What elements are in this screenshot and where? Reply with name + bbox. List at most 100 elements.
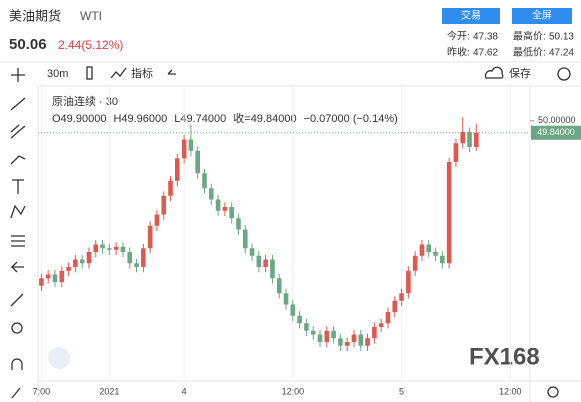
change: 2.44(5.12%) <box>58 38 123 52</box>
candle-body <box>433 252 438 256</box>
candle-body <box>79 259 85 264</box>
stat-label: 最高价: <box>513 30 546 43</box>
candle-body <box>283 293 289 305</box>
title: 美油期货 <box>9 8 61 23</box>
fullscreen-button[interactable] <box>512 8 572 24</box>
candle-body <box>460 132 466 144</box>
save[interactable]: 保存 <box>509 66 531 80</box>
candle-body <box>161 195 167 215</box>
symbol: WTI <box>80 9 102 23</box>
price: 50.06 <box>9 36 47 53</box>
candle-body <box>406 270 411 294</box>
candle-body <box>324 330 330 342</box>
ohlc-label: L49.74000 <box>174 113 226 125</box>
logo-badge <box>48 347 70 369</box>
candle-body <box>474 132 479 147</box>
candle-body <box>175 158 180 181</box>
candle-body <box>392 300 398 312</box>
indicator-icon[interactable] <box>110 67 127 79</box>
candle-body <box>467 132 472 147</box>
interval[interactable]: 30m <box>47 68 68 80</box>
candle-body <box>270 259 275 279</box>
candle-body <box>331 330 336 339</box>
pattern-tool[interactable] <box>10 204 26 219</box>
candle-body <box>446 162 452 264</box>
back-tool[interactable] <box>10 261 24 273</box>
cloud-icon[interactable] <box>484 66 504 79</box>
candle-body <box>378 323 384 327</box>
brush-tool[interactable] <box>10 155 26 165</box>
x-tick-label: 2021 <box>99 386 119 396</box>
candle-body <box>39 278 44 286</box>
ohlc-label: H49.96000 <box>113 113 167 125</box>
x-tick-label: 5 <box>399 386 404 396</box>
gann-tool[interactable] <box>11 235 25 247</box>
candle-body <box>66 267 71 271</box>
candle-body <box>222 207 228 211</box>
candle-body <box>113 246 119 250</box>
ohlc-label: O49.90000 <box>52 113 106 125</box>
candle-body <box>73 259 78 267</box>
ohlc-label: 收=49.84000 <box>233 111 296 125</box>
candle-body <box>141 248 146 267</box>
fib-tool[interactable] <box>10 124 26 139</box>
candle-body <box>100 244 105 249</box>
x-tick-label: 12:00 <box>499 386 522 396</box>
candle-body <box>93 244 99 252</box>
y-tick-label: 50.00000 <box>538 115 576 125</box>
candle-body <box>310 330 316 335</box>
candle-icon[interactable] <box>86 66 93 80</box>
stat-label: 昨收: <box>447 46 470 59</box>
drawing-tools <box>10 68 26 399</box>
ohlc-label: −0.07000 (−0.14%) <box>304 113 398 125</box>
candle-body <box>188 139 194 151</box>
settings-icon[interactable] <box>547 386 559 398</box>
zoom-tool[interactable] <box>11 322 23 334</box>
crosshair-tool[interactable] <box>11 68 25 82</box>
series-name: 原油连续 · 30 <box>52 94 118 108</box>
watermark: FX168 <box>469 343 540 370</box>
trade-button[interactable] <box>442 8 500 24</box>
undo-icon[interactable] <box>167 69 176 75</box>
candle-body <box>317 334 323 342</box>
candle-body <box>147 225 153 249</box>
indicators[interactable]: 指标 <box>131 66 153 80</box>
candle-body <box>195 150 200 174</box>
candle-body <box>399 293 404 301</box>
x-tick-label: 7:00 <box>33 386 51 396</box>
candle-body <box>86 252 92 264</box>
candle-body <box>351 334 357 342</box>
candle-body <box>52 274 58 282</box>
x-tick-label: 4 <box>182 386 187 396</box>
camera-icon[interactable] <box>557 67 571 81</box>
pencil-tool[interactable] <box>11 387 21 399</box>
trade-label[interactable]: 交易 <box>461 9 481 22</box>
fullscreen-label[interactable]: 全屏 <box>532 9 552 22</box>
ruler-tool[interactable] <box>10 293 24 307</box>
candle-body <box>426 244 432 252</box>
stat-value: 50.13 <box>549 32 574 43</box>
stat-value: 47.24 <box>549 48 574 59</box>
candle-body <box>215 199 221 211</box>
candle-body <box>344 342 350 346</box>
magnet-tool[interactable] <box>11 358 23 370</box>
candle-body <box>256 255 262 267</box>
candle-body <box>419 244 425 256</box>
candle-body <box>45 274 51 279</box>
candle-body <box>290 304 296 316</box>
candle-body <box>276 278 282 294</box>
candle-body <box>453 143 459 162</box>
candle-body <box>107 248 112 250</box>
text-tool[interactable] <box>12 179 24 194</box>
candle-body <box>168 180 173 196</box>
candle-body <box>154 214 160 226</box>
last-price-box <box>531 125 581 140</box>
candle-body <box>385 312 391 324</box>
stat-value: 47.62 <box>473 48 498 59</box>
line-tool[interactable] <box>10 97 26 111</box>
stat-label: 今开: <box>447 30 470 43</box>
candle-body <box>297 315 302 324</box>
candle-body <box>134 263 139 267</box>
candle-body <box>338 338 343 346</box>
candle-body <box>127 252 133 264</box>
